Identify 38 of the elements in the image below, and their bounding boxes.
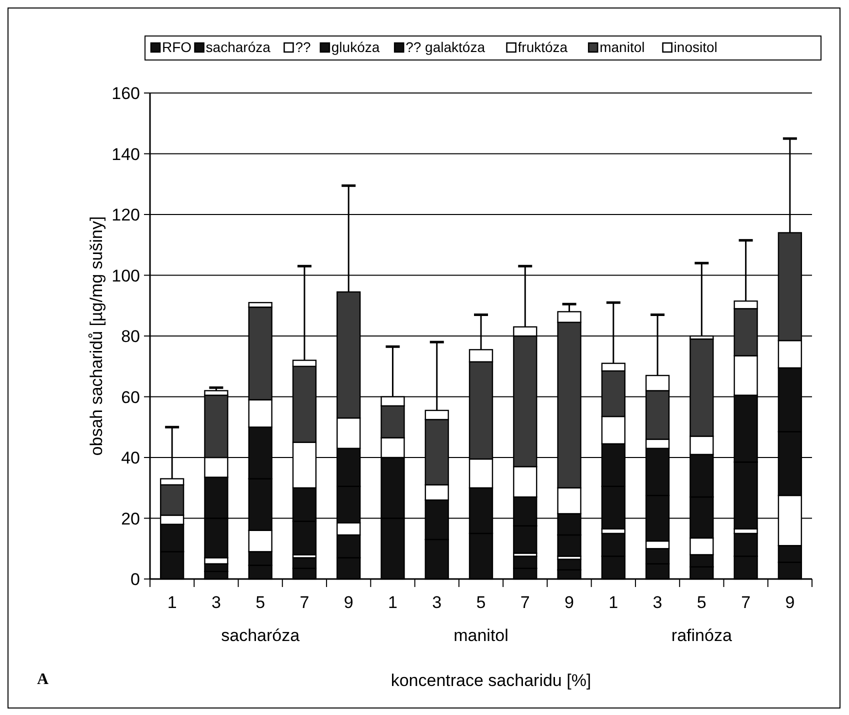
x-tick-label: 5 <box>476 593 486 612</box>
x-tick-label: 9 <box>564 593 574 612</box>
legend-label: sacharóza <box>206 39 271 55</box>
x-tick-label: 3 <box>211 593 221 612</box>
x-tick-label: 9 <box>344 593 354 612</box>
legend-label: ?? <box>295 39 311 55</box>
x-tick-label: 3 <box>432 593 442 612</box>
legend-label: RFO <box>162 39 192 55</box>
y-tick-label: 40 <box>121 448 140 468</box>
x-axis-title: koncentrace sacharidu [%] <box>390 671 592 690</box>
x-tick-label: 7 <box>300 593 310 612</box>
text: rafinóza <box>671 626 732 645</box>
x-tick-label: 5 <box>696 593 706 612</box>
x-tick-label: 9 <box>785 593 795 612</box>
x-tick-label: 7 <box>520 593 530 612</box>
y-tick-label: 60 <box>121 388 140 407</box>
y-tick-label: 80 <box>121 327 140 346</box>
legend-label: ?? galaktóza <box>406 39 486 55</box>
y-tick-label: 100 <box>112 266 140 286</box>
x-tick-label: 7 <box>741 593 751 612</box>
y-tick-label: 140 <box>112 144 140 164</box>
y-tick-label: 0 <box>130 570 140 589</box>
y-tick-label: 20 <box>121 509 140 528</box>
x-tick-label: 1 <box>608 593 618 612</box>
legend-label: manitol <box>600 39 645 55</box>
x-tick-label: 1 <box>388 593 398 612</box>
y-axis-title: obsah sacharidů [µg/mg sušiny] <box>87 216 106 456</box>
x-tick-label: 1 <box>167 593 177 612</box>
legend-label: inositol <box>674 39 718 55</box>
text: sacharóza <box>221 626 300 645</box>
y-tick-label: 160 <box>112 84 140 103</box>
legend-label: fruktóza <box>518 39 568 55</box>
legend-label: glukóza <box>331 39 380 55</box>
text: A <box>37 671 49 688</box>
y-tick-label: 120 <box>112 206 140 224</box>
x-tick-label: 5 <box>256 593 266 612</box>
text: manitol <box>454 626 508 645</box>
x-tick-label: 3 <box>652 593 662 612</box>
